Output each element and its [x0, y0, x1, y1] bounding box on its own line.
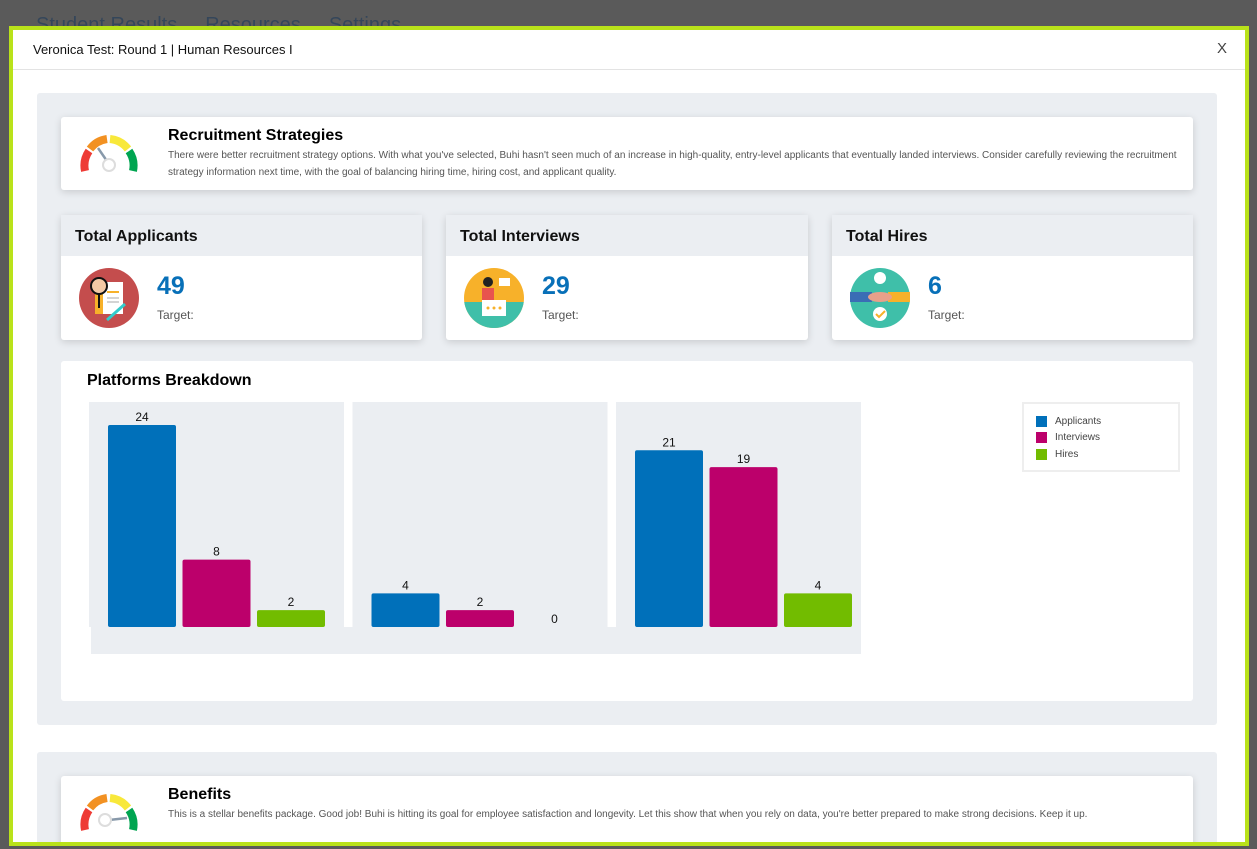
category-panel — [352, 402, 608, 627]
modal-header: Veronica Test: Round 1 | Human Resources… — [13, 30, 1245, 70]
bar-hires — [257, 610, 325, 627]
platforms-breakdown-card: Platforms Breakdown 24 8 2 4 2 0 21 19 4 Applica… — [61, 361, 1193, 701]
stat-target: Target: — [157, 308, 194, 322]
bar-value-label: 4 — [815, 578, 822, 592]
legend-swatch — [1036, 432, 1047, 444]
results-modal: Veronica Test: Round 1 | Human Resources… — [9, 26, 1249, 846]
bar-value-label: 4 — [402, 578, 409, 592]
applicant-search-icon — [79, 268, 139, 328]
bar-applicants — [371, 593, 440, 627]
interview-icon — [464, 268, 524, 328]
stat-target: Target: — [542, 308, 579, 322]
bar-hires — [784, 593, 852, 627]
stat-value: 29 — [542, 272, 570, 300]
legend-swatch — [1036, 415, 1047, 427]
bar-value-label: 24 — [135, 410, 149, 424]
legend-item-applicants: Applicants — [1036, 413, 1166, 430]
stat-card-applicants: Total Applicants 49 Target: — [61, 215, 422, 340]
stat-title: Total Hires — [832, 215, 1193, 256]
stat-title: Total Applicants — [61, 215, 422, 256]
stat-card-interviews: Total Interviews 29 Target: — [446, 215, 808, 340]
legend-item-hires: Hires — [1036, 446, 1166, 463]
benefits-title: Benefits — [168, 786, 232, 803]
bar-interviews — [182, 559, 251, 627]
bar-value-label: 21 — [662, 435, 676, 449]
stat-target: Target: — [928, 308, 965, 322]
bar-value-label: 0 — [551, 612, 558, 626]
recruitment-title: Recruitment Strategies — [168, 127, 344, 144]
recruitment-section: Recruitment Strategies There were better… — [37, 93, 1217, 725]
gauge-icon — [80, 794, 138, 831]
chart-title: Platforms Breakdown — [87, 372, 252, 389]
bar-applicants — [635, 450, 703, 627]
legend-label: Applicants — [1055, 415, 1102, 427]
bar-value-label: 2 — [288, 595, 295, 609]
bar-value-label: 19 — [737, 452, 751, 466]
legend-swatch — [1036, 448, 1047, 460]
chart-bottom-strip — [91, 627, 861, 654]
legend-item-interviews: Interviews — [1036, 430, 1166, 447]
bar-interviews — [446, 610, 514, 627]
stat-card-hires: Total Hires 6 Target: — [832, 215, 1193, 340]
stat-value: 6 — [928, 272, 942, 300]
gauge-icon — [80, 135, 138, 172]
benefits-card: Benefits This is a stellar benefits pack… — [61, 776, 1193, 842]
handshake-icon — [850, 268, 910, 328]
benefits-section: Benefits This is a stellar benefits pack… — [37, 752, 1217, 842]
bar-value-label: 2 — [477, 595, 484, 609]
recruitment-strategies-card: Recruitment Strategies There were better… — [61, 117, 1193, 190]
bar-value-label: 8 — [213, 545, 220, 559]
stat-title: Total Interviews — [446, 215, 808, 256]
chart-legend: Applicants Interviews Hires — [1022, 402, 1180, 472]
benefits-text: This is a stellar benefits package. Good… — [168, 809, 1088, 820]
legend-label: Hires — [1055, 448, 1079, 460]
close-button[interactable]: X — [1216, 40, 1227, 57]
bar-interviews — [709, 467, 778, 627]
recruitment-text: There were better recruitment strategy o… — [168, 150, 1177, 178]
legend-label: Interviews — [1055, 432, 1101, 444]
stat-value: 49 — [157, 272, 185, 300]
modal-title: Veronica Test: Round 1 | Human Resources… — [33, 42, 293, 57]
bar-applicants — [108, 425, 176, 627]
